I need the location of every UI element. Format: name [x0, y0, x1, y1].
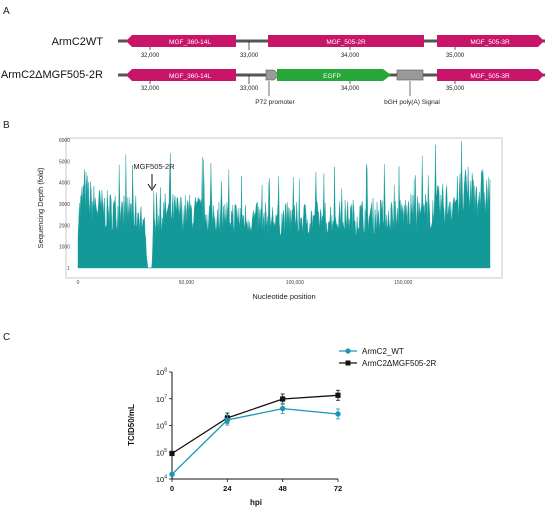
growth-x-tick-label: 48 — [278, 484, 286, 493]
wt-data-point — [224, 417, 231, 423]
p72-promoter-box — [265, 69, 280, 81]
depth-y-tick-label: 2000 — [59, 223, 70, 229]
wt-tick-4: 35,000 — [446, 53, 465, 59]
growth-y-tick-label: 104 — [156, 475, 167, 485]
growth-y-tick-label: 106 — [156, 421, 167, 431]
p72-promoter-label: P72 promoter — [255, 99, 295, 106]
growth-legend: ArmC2_WT ArmC2ΔMGF505-2R — [339, 347, 436, 368]
legend-wt-marker — [345, 348, 351, 354]
mgf505-arrow-head — [147, 183, 157, 191]
depth-coverage-area — [77, 141, 491, 269]
panel-b: 1 1000 2000 3000 4000 5000 6000 0 50,000 100,000… — [36, 137, 503, 301]
growth-y-axis-label: TCID50/mL — [127, 404, 136, 446]
depth-x-tick-label: 100,000 — [286, 280, 304, 286]
panel-label-b: B — [3, 120, 10, 131]
growth-lines — [169, 389, 341, 477]
depth-y-tick-label: 3000 — [59, 202, 70, 208]
wt-gene-label-3: MGF_505-3R — [470, 39, 510, 46]
growth-x-axis-label: hpi — [250, 498, 262, 507]
wt-data-point — [279, 405, 286, 412]
panel-label-c: C — [3, 332, 10, 343]
growth-y-tick-label: 108 — [156, 368, 167, 378]
growth-x-tick-label: 0 — [170, 484, 174, 493]
mut-construct-label: ArmC2ΔMGF505-2R — [1, 69, 103, 81]
wt-data-point — [335, 411, 341, 417]
wt-tick-2: 33,000 — [240, 53, 259, 59]
mut-data-point — [280, 396, 286, 402]
polya-signal-box — [396, 69, 424, 81]
depth-y-tick-label: 1 — [67, 266, 70, 272]
growth-x-tick-label: 24 — [223, 484, 232, 493]
depth-y-tick-label: 5000 — [59, 159, 70, 165]
depth-x-tick-label: 0 — [77, 280, 80, 286]
series-line-mut — [171, 394, 339, 455]
wt-tick-1: 32,000 — [141, 53, 160, 59]
wt-construct-label: ArmC2WT — [52, 36, 104, 48]
wt-gene-arrow-3 — [437, 35, 544, 47]
depth-area — [77, 141, 491, 269]
depth-y-tick-label: 1000 — [59, 245, 70, 251]
growth-x-ticks: 0 24 48 72 — [170, 479, 342, 493]
depth-x-ticks: 0 50,000 100,000 150,000 — [77, 280, 413, 286]
mut-data-point — [169, 450, 175, 457]
series-line-wt — [171, 407, 339, 475]
panel-label-a: A — [3, 6, 10, 17]
depth-y-axis-label: Sequencing Depth (fold) — [36, 167, 45, 248]
mgf505-annotation: MGF505-2R — [133, 162, 175, 171]
wt-gene-arrow-2 — [268, 35, 424, 47]
mut-tick-2: 33,000 — [240, 86, 259, 92]
mut-tick-4: 35,000 — [446, 86, 465, 92]
mut-data-point — [335, 392, 341, 398]
mut-gene-label-1: MGF_360-14L — [169, 73, 211, 80]
depth-x-axis-label: Nucleotide position — [252, 292, 315, 301]
growth-x-tick-label: 72 — [334, 484, 342, 493]
wt-data-point — [169, 471, 175, 477]
depth-y-tick-label: 6000 — [59, 138, 70, 144]
growth-y-ticks: 104 105 106 107 108 — [156, 368, 172, 485]
panel-a: ArmC2WT ArmC2ΔMGF505-2R MGF_360-14L MGF_… — [1, 35, 545, 106]
mut-gene-label-3: MGF_505-3R — [470, 73, 510, 80]
mut-tick-1: 32,000 — [141, 86, 160, 92]
panel-c: 104 105 106 107 108 0 24 48 72 TCID50/mL hpi Ar… — [127, 347, 436, 507]
wt-gene-label-2: MGF_505-2R — [326, 39, 366, 46]
legend-mut-label: ArmC2ΔMGF505-2R — [362, 359, 436, 368]
mut-tick-3: 34,000 — [341, 86, 360, 92]
mut-gene-arrow-1 — [126, 69, 236, 81]
depth-x-tick-label: 150,000 — [394, 280, 412, 286]
wt-gene-label-1: MGF_360-14L — [169, 39, 211, 46]
egfp-arrow — [277, 69, 391, 81]
legend-wt-label: ArmC2_WT — [362, 347, 404, 356]
wt-tick-3: 34,000 — [341, 53, 360, 59]
egfp-label: EGFP — [323, 73, 341, 80]
legend-mut-marker — [345, 360, 351, 366]
polya-signal-label: bGH poly(A) Signal — [384, 99, 440, 106]
wt-gene-arrow-1 — [126, 35, 236, 47]
growth-y-tick-label: 105 — [156, 448, 167, 458]
mut-gene-arrow-3 — [437, 69, 544, 81]
depth-x-tick-label: 50,000 — [179, 280, 195, 286]
depth-y-tick-label: 4000 — [59, 181, 70, 187]
growth-y-tick-label: 107 — [156, 394, 167, 404]
depth-y-ticks: 1 1000 2000 3000 4000 5000 6000 — [59, 138, 70, 272]
depth-plot-frame — [65, 137, 503, 279]
